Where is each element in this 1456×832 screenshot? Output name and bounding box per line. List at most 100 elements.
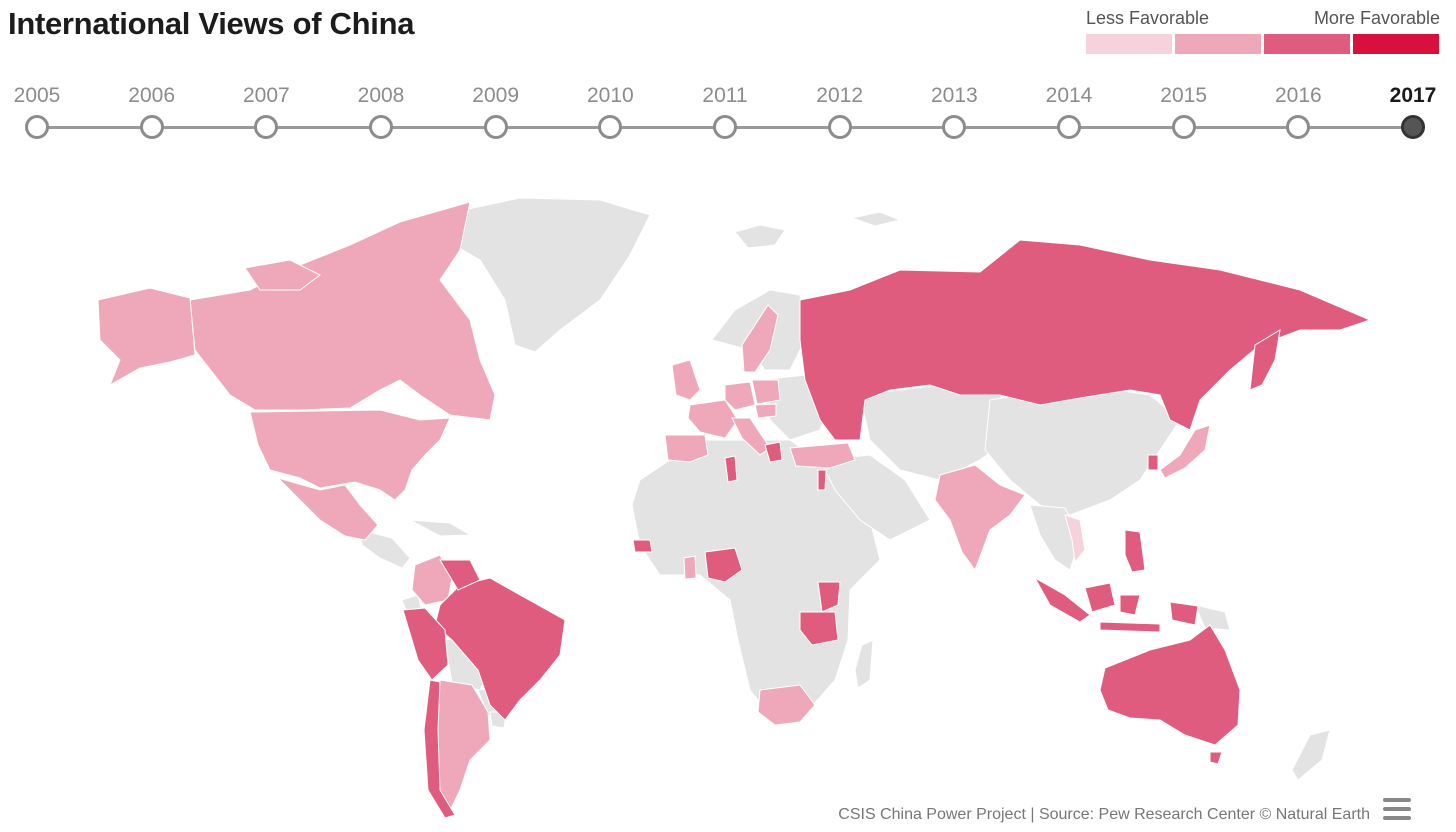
timeline-year-dot[interactable]	[25, 115, 49, 139]
timeline-year-dot[interactable]	[139, 115, 164, 139]
timeline-year-dot[interactable]	[483, 115, 508, 139]
timeline-year-2009[interactable]: 2009	[456, 80, 536, 139]
timeline-year-dot[interactable]	[369, 115, 393, 139]
timeline-year-dot[interactable]	[1171, 115, 1196, 139]
legend-less-label: Less Favorable	[1086, 8, 1210, 28]
timeline-year-2006[interactable]: 2006	[112, 80, 192, 139]
timeline-year-2015[interactable]: 2015	[1144, 80, 1224, 139]
timeline-year-label: 2006	[128, 84, 176, 107]
timeline-year-2008[interactable]: 2008	[341, 80, 421, 139]
country-poland[interactable]	[751, 379, 781, 405]
timeline-year-label: 2015	[1160, 84, 1208, 107]
timeline-year-2010[interactable]: 2010	[570, 80, 650, 139]
region-caribbean[interactable]	[409, 519, 472, 537]
source-credit[interactable]: CSIS China Power Project | Source: Pew R…	[838, 806, 1370, 823]
timeline-year-label: 2012	[816, 84, 864, 107]
country-united-kingdom[interactable]	[671, 359, 701, 401]
timeline-year-2007[interactable]: 2007	[226, 80, 306, 139]
country-greenland[interactable]	[439, 197, 651, 353]
timeline-year-2012[interactable]: 2012	[800, 80, 880, 139]
country-mexico[interactable]	[276, 476, 379, 541]
country-united-states[interactable]	[249, 409, 451, 501]
year-timeline: 2005 2006 2007 2008 2009 2010 2011 2012 2013 2014…	[0, 80, 1456, 150]
island-borneo[interactable]	[1084, 582, 1116, 613]
timeline-year-label: 2005	[13, 84, 61, 107]
country-tanzania[interactable]	[799, 611, 839, 646]
color-legend: Less Favorable More Favorable	[1086, 8, 1440, 54]
country-china[interactable]	[984, 384, 1181, 516]
country-peru[interactable]	[402, 607, 449, 681]
country-germany[interactable]	[724, 381, 756, 411]
region-arctic-islands[interactable]	[850, 211, 902, 227]
region-arctic-archipelago[interactable]	[244, 259, 321, 291]
country-italy[interactable]	[731, 417, 771, 456]
country-iceland[interactable]	[734, 224, 786, 249]
country-japan[interactable]	[1159, 424, 1211, 479]
country-papua-new-guinea[interactable]	[1194, 604, 1231, 631]
country-canada[interactable]	[189, 201, 496, 421]
region-central-america[interactable]	[359, 529, 411, 569]
region-middle-east[interactable]	[819, 454, 931, 541]
country-kenya[interactable]	[817, 581, 841, 613]
hamburger-menu-icon[interactable]	[1383, 798, 1411, 820]
country-venezuela[interactable]	[439, 559, 481, 591]
timeline-year-label: 2016	[1274, 84, 1322, 107]
country-hungary[interactable]	[754, 403, 777, 419]
country-chile[interactable]	[423, 679, 456, 819]
country-greece[interactable]	[764, 441, 783, 463]
timeline-year-2016[interactable]: 2016	[1258, 80, 1338, 139]
country-turkey[interactable]	[789, 442, 856, 469]
country-brazil[interactable]	[434, 577, 566, 721]
country-lebanon[interactable]	[817, 469, 827, 491]
timeline-year-2011[interactable]: 2011	[685, 80, 765, 139]
timeline-year-dot[interactable]	[1057, 115, 1081, 139]
state-alaska[interactable]	[97, 287, 196, 387]
timeline-year-2017[interactable]: 2017	[1373, 80, 1453, 139]
timeline-year-dot[interactable]	[942, 115, 967, 139]
country-tunisia[interactable]	[724, 455, 738, 483]
timeline-year-label: 2017	[1389, 84, 1437, 107]
country-india[interactable]	[934, 464, 1026, 572]
timeline-year-dot[interactable]	[827, 115, 852, 139]
timeline-year-dot[interactable]	[598, 115, 623, 139]
country-madagascar[interactable]	[854, 639, 874, 689]
country-south-africa[interactable]	[757, 684, 816, 726]
country-russia[interactable]	[799, 239, 1372, 441]
timeline-year-dot[interactable]	[1401, 115, 1425, 139]
timeline-year-label: 2010	[586, 84, 634, 107]
legend-swatch-3	[1264, 34, 1350, 54]
world-map	[97, 197, 1372, 819]
country-spain[interactable]	[664, 434, 709, 463]
timeline-year-dot[interactable]	[1286, 115, 1311, 139]
country-ghana[interactable]	[683, 555, 697, 580]
timeline-year-label: 2014	[1045, 84, 1093, 107]
timeline-year-2014[interactable]: 2014	[1029, 80, 1109, 139]
country-nigeria[interactable]	[704, 547, 743, 583]
country-new-zealand[interactable]	[1291, 729, 1331, 781]
legend-swatch-4	[1353, 34, 1439, 54]
island-sulawesi[interactable]	[1119, 594, 1141, 616]
timeline-year-2013[interactable]: 2013	[914, 80, 994, 139]
island-tasmania[interactable]	[1209, 751, 1223, 765]
timeline-year-label: 2008	[357, 84, 405, 107]
legend-swatches	[1086, 34, 1439, 54]
island-new-guinea-west[interactable]	[1169, 601, 1199, 626]
country-vietnam[interactable]	[1064, 514, 1086, 564]
timeline-year-label: 2011	[702, 84, 748, 107]
country-sweden[interactable]	[741, 304, 779, 373]
island-sakhalin-kamchatka[interactable]	[1249, 329, 1281, 391]
chart-title: International Views of China	[8, 6, 415, 41]
legend-swatch-2	[1175, 34, 1261, 54]
timeline-year-label: 2013	[930, 84, 978, 107]
country-south-korea[interactable]	[1147, 454, 1159, 471]
timeline-year-dot[interactable]	[254, 115, 279, 139]
country-australia[interactable]	[1099, 624, 1241, 746]
country-philippines[interactable]	[1124, 529, 1146, 573]
timeline-year-label: 2007	[242, 84, 290, 107]
timeline-year-2005[interactable]: 2005	[0, 80, 77, 139]
island-nusa-tenggara[interactable]	[1099, 621, 1161, 633]
timeline-year-dot[interactable]	[713, 115, 737, 139]
legend-swatch-1	[1086, 34, 1172, 54]
country-indonesia[interactable]	[1033, 576, 1091, 623]
country-senegal[interactable]	[632, 539, 653, 553]
